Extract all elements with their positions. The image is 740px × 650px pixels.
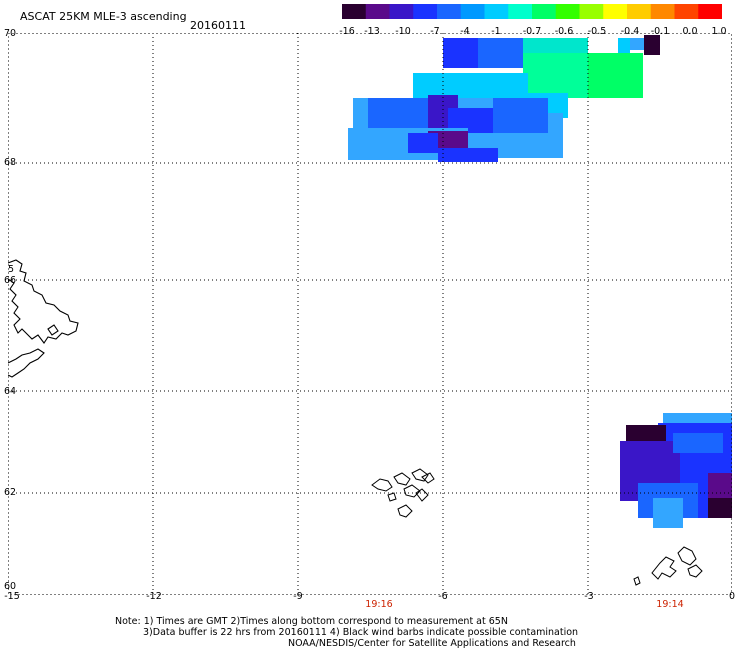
- colorbar-label: -4: [460, 26, 470, 37]
- colorbar-segment: [365, 4, 390, 19]
- colorbar-segment: [389, 4, 414, 19]
- swath-cell: [630, 38, 644, 50]
- colorbar-label: -13: [364, 26, 380, 37]
- colorbar-label: 1.0: [711, 26, 727, 37]
- lon-label: -12: [146, 591, 162, 602]
- lat-label: 62: [4, 487, 17, 498]
- colorbar-segment: [532, 4, 557, 19]
- colorbar: [342, 4, 722, 19]
- lon-label: -3: [584, 591, 594, 602]
- colorbar-segment: [698, 4, 722, 19]
- colorbar-segment: [627, 4, 652, 19]
- lat-label-extra: 5: [8, 264, 15, 275]
- colorbar-segment: [484, 4, 509, 19]
- colorbar-segment: [413, 4, 438, 19]
- swath-cell: [413, 73, 528, 98]
- map-plot: [8, 33, 732, 595]
- swath-cell: [438, 148, 498, 162]
- colorbar-label: -0.7: [522, 26, 542, 37]
- colorbar-label: -16: [339, 26, 355, 37]
- swath-cell: [673, 433, 723, 453]
- swath-cell: [588, 53, 643, 98]
- swath-cell: [653, 498, 683, 528]
- lat-label: 68: [4, 157, 17, 168]
- colorbar-segment: [650, 4, 675, 19]
- swath-cell: [478, 38, 523, 68]
- lon-label: -9: [293, 591, 303, 602]
- swath-cell: [644, 35, 660, 55]
- colorbar-label: -0.1: [650, 26, 670, 37]
- colorbar-label: -7: [430, 26, 440, 37]
- colorbar-segment: [603, 4, 628, 19]
- map-gridlines: [8, 33, 732, 595]
- time-label: 19:16: [365, 599, 393, 610]
- chart-title: ASCAT 25KM MLE-3 ascending: [20, 10, 187, 23]
- swath-cell: [626, 425, 666, 443]
- swath-cell: [618, 38, 630, 53]
- swath-cell: [368, 98, 428, 128]
- colorbar-label: -0.4: [620, 26, 640, 37]
- coastline-shetland: [633, 546, 703, 586]
- colorbar-segment: [460, 4, 485, 19]
- note-line-1: Note: 1) Times are GMT 2)Times along bot…: [115, 616, 508, 627]
- swath-cell: [408, 133, 438, 153]
- coastline-iceland: [8, 259, 79, 378]
- wind-swaths: [348, 35, 732, 528]
- coastline-faroe: [371, 468, 435, 518]
- swath-cell: [548, 113, 563, 148]
- colorbar-label: -10: [395, 26, 411, 37]
- colorbar-label: -1: [491, 26, 501, 37]
- colorbar-segment: [508, 4, 533, 19]
- lat-label: 60: [4, 581, 17, 592]
- swath-cell: [708, 498, 732, 518]
- lat-label: 64: [4, 386, 17, 397]
- swath-cell: [648, 453, 678, 473]
- colorbar-segment: [579, 4, 604, 19]
- lon-label: 0: [728, 591, 736, 602]
- colorbar-label: 0.0: [682, 26, 698, 37]
- colorbar-label: -0.5: [587, 26, 607, 37]
- colorbar-segment: [342, 4, 367, 19]
- colorbar-segment: [437, 4, 462, 19]
- chart-date: 20160111: [190, 19, 246, 32]
- lon-label: -6: [438, 591, 448, 602]
- colorbar-segment: [555, 4, 580, 19]
- lon-label: -15: [4, 591, 20, 602]
- time-label: 19:14: [656, 599, 684, 610]
- colorbar-label: -0.6: [554, 26, 574, 37]
- lat-label: 70: [4, 28, 17, 39]
- note-line-2: 3)Data buffer is 22 hrs from 20160111 4)…: [143, 627, 579, 638]
- note-line-3: NOAA/NESDIS/Center for Satellite Applica…: [288, 638, 576, 649]
- lat-label: 66: [4, 275, 17, 286]
- colorbar-segment: [674, 4, 699, 19]
